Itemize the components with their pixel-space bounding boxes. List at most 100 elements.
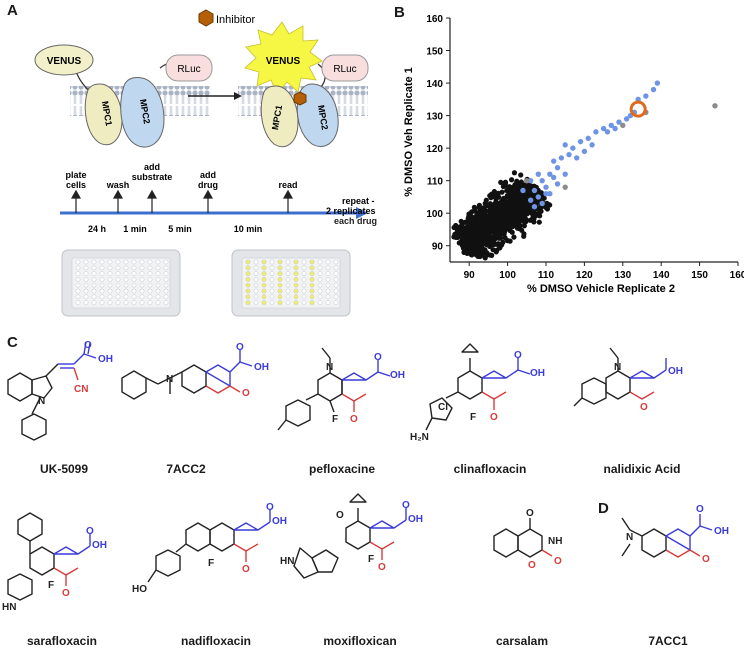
scatter-point (531, 187, 538, 194)
plate-well (269, 300, 275, 305)
scatter-point (574, 155, 580, 161)
plate-well (277, 282, 283, 288)
x-tick-label: 160 (730, 270, 744, 281)
plate-well (99, 277, 105, 282)
plate-well (83, 282, 89, 288)
plate-well (99, 288, 105, 294)
scatter-point (500, 217, 506, 223)
structure-moxifloxacin (293, 493, 407, 579)
scatter-point (547, 190, 553, 197)
scatter-point (473, 223, 479, 229)
scatter-point (471, 204, 477, 210)
scatter-point (482, 200, 488, 207)
plate-well (245, 282, 251, 288)
molecule-label-sarafloxacin: sarafloxacin (26, 634, 98, 648)
atom-label: OH (92, 540, 107, 551)
atom-label: F (368, 554, 374, 565)
plate-well (285, 265, 291, 271)
plate-well (261, 277, 267, 282)
x-tick-label: 140 (653, 270, 670, 281)
plate-well (253, 277, 259, 282)
interval-label: 24 h (88, 224, 106, 234)
scatter-point (507, 238, 513, 244)
panel-letter-d: D (598, 500, 609, 517)
scatter-plot: 90 100 110 120 130 140 150 160 90 100 110 120 130 140… (403, 14, 744, 295)
plate-right-wells (245, 259, 339, 305)
scatter-point (489, 252, 495, 258)
scatter-point (511, 234, 517, 240)
structure-7acc2 (121, 350, 253, 400)
y-tick-label: 120 (426, 144, 443, 155)
scatter-point (581, 148, 588, 155)
plate-well (269, 288, 275, 294)
plate-well (131, 288, 137, 294)
scatter-point (543, 184, 549, 190)
plate-well (123, 265, 129, 271)
atom-label: N (614, 362, 621, 373)
plate-well (333, 294, 339, 300)
atom-label: N (326, 362, 333, 373)
plate-well (325, 300, 331, 305)
plate-well (115, 294, 121, 300)
plate-well (269, 277, 275, 282)
y-tick-label: 100 (426, 209, 443, 220)
atom-label: OH (98, 354, 113, 365)
scatter-point (527, 177, 534, 184)
atom-label: N (626, 532, 633, 543)
atom-label: OH (390, 370, 405, 381)
repeat-label: 2 replicates (326, 206, 376, 216)
scatter-point (520, 187, 526, 194)
plate-well (293, 259, 299, 265)
plate-well (107, 259, 113, 265)
plate-well (309, 294, 315, 300)
scatter-point (490, 247, 496, 253)
scatter-point (531, 219, 537, 225)
scatter-point (577, 138, 584, 145)
plate-well (261, 282, 267, 288)
scatter-point (487, 214, 494, 221)
scatter-point (482, 208, 488, 215)
scatter-point (531, 211, 537, 218)
scatter-point (495, 190, 501, 196)
atom-label: N (38, 396, 45, 407)
plate-well (293, 288, 299, 294)
plate-well (325, 294, 331, 300)
atom-label: O (336, 510, 344, 521)
bound-inhibitor-hex-icon (293, 91, 307, 106)
step-label: wash (106, 180, 130, 190)
plate-well (245, 294, 251, 300)
plate-well (309, 282, 315, 288)
scatter-point (462, 219, 469, 225)
inhibitor-label: Inhibitor (216, 14, 255, 26)
atom-label: O (242, 388, 250, 399)
atom-label: O (528, 560, 536, 571)
y-tick-label: 160 (426, 14, 443, 25)
plate-well (91, 277, 97, 282)
scatter-point (712, 103, 718, 109)
plate-well (253, 288, 259, 294)
plate-well (261, 294, 267, 300)
plate-well (99, 259, 105, 265)
plate-well (309, 271, 315, 276)
atom-label: F (208, 558, 214, 569)
plate-well (163, 265, 169, 271)
plate-well (147, 277, 153, 282)
scatter-point (620, 122, 626, 129)
scatter-point (478, 227, 484, 234)
venus-left-label: VENUS (47, 56, 82, 67)
molecule-label-uk5099: UK-5099 (39, 462, 89, 476)
repeat-label: each drug (334, 216, 377, 226)
scatter-point (550, 174, 557, 181)
plate-well (317, 288, 323, 294)
interval-label: 5 min (168, 224, 192, 234)
scatter-point (461, 234, 467, 240)
plate-well (99, 282, 105, 288)
plate-well (75, 288, 81, 294)
plate-well (91, 259, 97, 265)
plate-well (91, 271, 97, 276)
step-label: add (144, 162, 160, 172)
plate-well (253, 282, 259, 288)
scatter-point (488, 209, 494, 215)
scatter-point (491, 193, 497, 199)
atom-label: O (526, 508, 534, 519)
